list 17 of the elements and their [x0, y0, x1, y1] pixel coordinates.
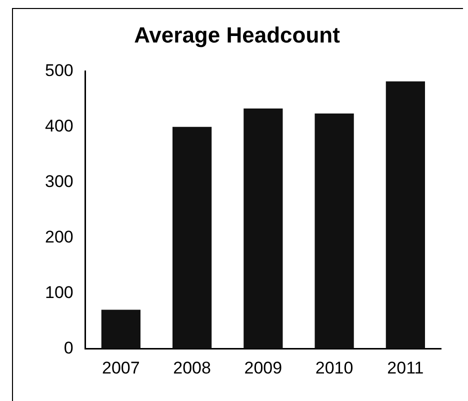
y-tick-label: 400 — [44, 116, 74, 136]
bar — [172, 126, 212, 349]
y-tick-label: 0 — [64, 338, 74, 358]
x-tick-label: 2011 — [387, 358, 424, 378]
x-tick-label: 2010 — [315, 358, 354, 378]
bar — [101, 310, 140, 349]
bar — [244, 108, 283, 349]
bar — [314, 114, 354, 349]
x-tick-label: 2007 — [102, 358, 140, 378]
bar — [386, 81, 425, 349]
chart-title: Average Headcount — [134, 22, 341, 48]
y-tick-label: 500 — [44, 61, 74, 80]
y-tick-label: 100 — [44, 282, 74, 302]
y-tick-label: 200 — [44, 227, 74, 246]
x-tick-label: 2009 — [244, 358, 282, 378]
x-tick-label: 2008 — [173, 358, 211, 378]
y-tick-label: 300 — [44, 172, 74, 191]
